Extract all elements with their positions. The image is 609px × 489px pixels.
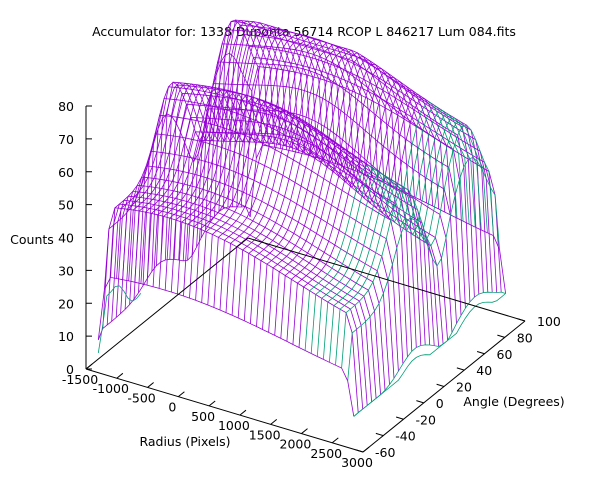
surface-line-radius — [195, 40, 348, 301]
x-axis-label: Radius (Pixels) — [139, 434, 230, 449]
surface-line-angle — [187, 139, 444, 345]
y-tick — [355, 449, 364, 453]
surface-line-radius — [310, 106, 464, 354]
surface-line-radius — [189, 38, 342, 299]
y-tick — [476, 351, 485, 355]
z-tick-label: 50 — [58, 198, 74, 213]
surface-line-radius — [128, 21, 281, 281]
y-tick-label: -60 — [375, 445, 395, 460]
surface-line-radius — [183, 36, 336, 297]
y-tick — [395, 416, 404, 420]
x-tick-label: -500 — [127, 390, 155, 405]
x-tick-label: 3000 — [341, 455, 373, 470]
surface-line-radius — [152, 27, 306, 287]
surface-line-radius — [286, 89, 440, 342]
surface-line-radius — [292, 93, 446, 345]
y-tick — [416, 400, 424, 404]
surface-line-radius — [122, 20, 275, 280]
z-tick-label: 30 — [58, 263, 74, 278]
surface-line-radius — [97, 206, 251, 340]
z-tick-label: 40 — [58, 231, 74, 246]
z-tick-label: 20 — [58, 296, 74, 311]
surface-line-radius — [347, 157, 500, 381]
surface-line-radius — [323, 113, 476, 360]
z-axis-label: Counts — [10, 232, 54, 247]
x-tick — [147, 382, 154, 388]
surface-line-radius — [298, 98, 452, 348]
x-tick-label: 1500 — [249, 427, 281, 442]
surface-mesh — [97, 19, 506, 417]
surface-line-radius — [243, 59, 397, 321]
surface-line-radius — [237, 56, 391, 319]
surface-line-radius — [116, 20, 269, 279]
surface-line-radius — [341, 124, 494, 369]
y-axis-line — [85, 237, 249, 370]
surface-line-radius — [140, 24, 294, 284]
x-tick-label: 500 — [191, 409, 215, 424]
ticks-group: 01020304050607080-1500-1000-500050010001… — [58, 99, 561, 470]
z-tick-label: 0 — [66, 362, 74, 377]
x-tick — [116, 372, 124, 379]
y-tick-label: 0 — [436, 396, 444, 411]
surface-line-radius — [316, 110, 470, 357]
y-tick-label: 80 — [517, 330, 533, 345]
y-tick-label: 40 — [476, 363, 492, 378]
x-tick — [331, 437, 339, 444]
surface-line-radius — [231, 52, 385, 316]
y-axis-label: Angle (Degrees) — [463, 394, 564, 409]
z-tick-label: 10 — [58, 329, 74, 344]
x-tick-label: 2000 — [280, 437, 312, 452]
y-tick-label: -40 — [395, 429, 415, 444]
y-tick — [517, 318, 526, 322]
y-tick — [456, 367, 465, 371]
x-tick-label: 0 — [168, 400, 176, 415]
surface-line-radius — [225, 49, 379, 313]
surface-line-radius — [304, 102, 458, 351]
y-tick-label: 60 — [497, 347, 513, 362]
surface-line-radius — [177, 35, 330, 295]
x-tick — [178, 391, 185, 398]
y-tick — [497, 334, 505, 338]
x-axis-line — [85, 368, 364, 453]
x-tick — [85, 363, 93, 370]
x-tick-label: 1000 — [218, 418, 250, 433]
surface-line-radius — [335, 121, 488, 366]
surface-line-radius — [329, 117, 482, 363]
y-tick — [436, 383, 445, 387]
surface-line-radius — [213, 45, 367, 308]
x-tick — [239, 409, 247, 416]
x-tick — [362, 446, 370, 453]
z-tick-label: 70 — [58, 132, 74, 147]
y-tick-label: 20 — [456, 380, 472, 395]
surface-line-radius — [134, 22, 288, 283]
y-tick-label: 100 — [537, 314, 561, 329]
axes-group — [85, 106, 526, 453]
x-tick-label: 2500 — [310, 446, 342, 461]
x-tick — [270, 419, 278, 425]
surface-line-radius — [268, 76, 421, 333]
x-tick — [208, 400, 216, 407]
x-tick — [301, 428, 308, 434]
x-tick-label: -1500 — [62, 372, 98, 387]
surface-underside-right — [353, 293, 506, 417]
y-tick — [375, 432, 384, 437]
surface-underside-front — [97, 285, 142, 354]
surface-line-radius — [219, 47, 373, 311]
surface-line-radius — [164, 31, 318, 291]
surface-line-radius — [146, 25, 300, 286]
y-tick-label: -20 — [416, 412, 436, 427]
surface-line-radius — [274, 81, 427, 336]
surface-line-angle — [191, 131, 448, 341]
surface-line-radius — [158, 29, 312, 289]
x-tick-label: -1000 — [93, 381, 129, 396]
back-axis-line — [247, 237, 526, 322]
z-tick-label: 80 — [58, 99, 74, 114]
z-tick-label: 60 — [58, 165, 74, 180]
surface-line-radius — [170, 33, 324, 293]
chart-title: Accumulator for: 1338 Duponta 56714 RCOP… — [92, 24, 516, 39]
